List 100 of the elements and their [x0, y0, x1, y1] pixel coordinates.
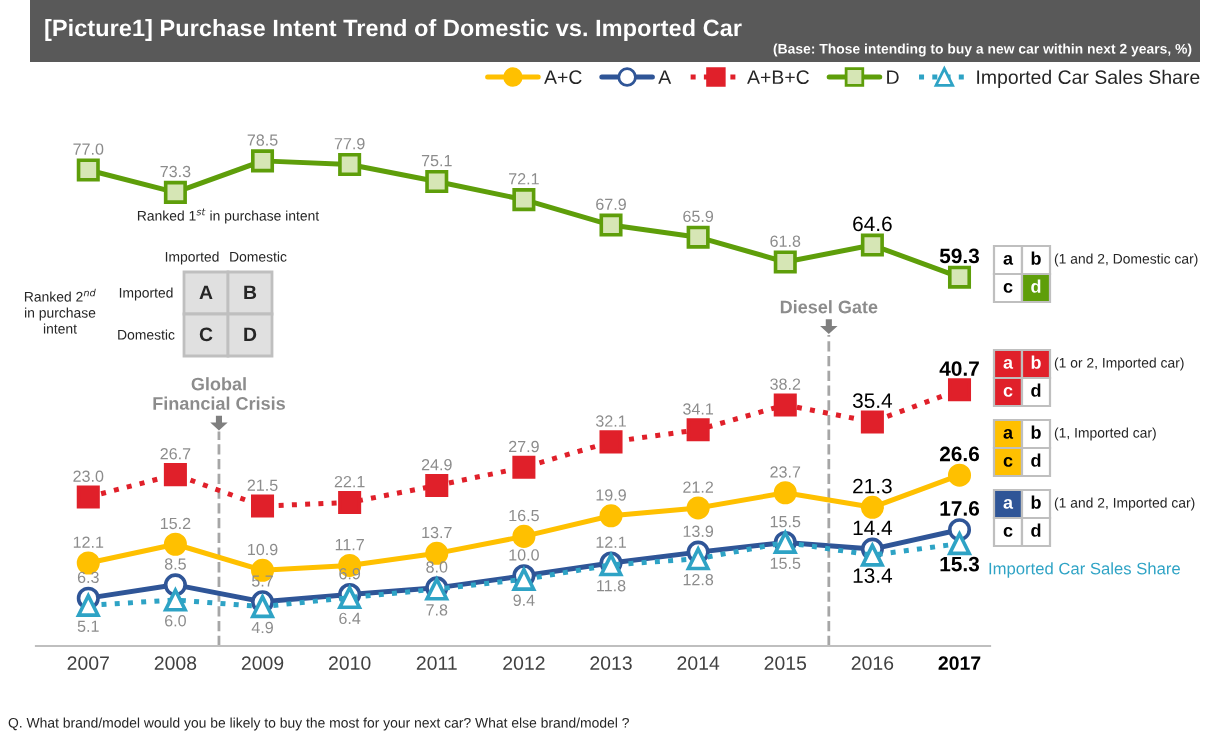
data-label: 24.9 — [421, 458, 452, 471]
data-label: 40.7 — [939, 361, 979, 376]
ref-line-label: Diesel Gate — [780, 300, 878, 314]
point — [686, 225, 710, 249]
text: a — [1003, 254, 1014, 265]
point — [250, 494, 275, 518]
text: a — [1003, 498, 1014, 509]
point — [773, 393, 797, 417]
data-label: 4.9 — [251, 621, 273, 634]
data-label: 6.3 — [77, 571, 99, 584]
x-tick-label: 2013 — [590, 656, 632, 670]
text: c — [1003, 526, 1013, 537]
data-label: 15.3 — [940, 556, 980, 572]
data-label: 8.0 — [426, 561, 448, 573]
data-label: 11.8 — [597, 579, 626, 592]
annotation: B — [244, 285, 257, 300]
point — [773, 481, 797, 505]
data-label: 15.2 — [160, 517, 191, 530]
data-label: 77.9 — [334, 137, 365, 150]
data-label: 61.8 — [770, 235, 801, 247]
point — [163, 180, 187, 204]
data-label: 21.3 — [853, 478, 892, 494]
point — [947, 463, 972, 487]
point — [163, 588, 187, 612]
text: b — [1031, 355, 1041, 369]
text: c — [1003, 386, 1013, 397]
data-label: 17.6 — [940, 501, 980, 516]
x-tick-label: 2015 — [764, 656, 807, 670]
point — [163, 463, 187, 487]
point — [76, 485, 100, 509]
data-label: 72.1 — [509, 173, 539, 185]
data-label: 11.7 — [335, 539, 364, 551]
data-label: 73.3 — [160, 165, 191, 178]
annotation: D — [244, 327, 257, 342]
text: b — [1031, 425, 1041, 439]
point — [425, 473, 449, 498]
text: d — [1031, 383, 1041, 397]
text: a — [1003, 358, 1014, 369]
legend-label: D — [887, 70, 899, 84]
point — [512, 188, 536, 212]
point — [686, 547, 710, 571]
data-label: 6.4 — [339, 612, 361, 625]
legend-label: A+C — [544, 70, 582, 85]
data-label: 67.9 — [596, 198, 626, 210]
text: d — [1031, 523, 1041, 537]
data-label: 7.8 — [426, 604, 448, 616]
text: b — [1031, 251, 1041, 265]
point — [338, 152, 362, 177]
data-label: 77.0 — [73, 143, 104, 155]
data-label: 15.5 — [770, 557, 801, 569]
data-label: 27.9 — [509, 440, 539, 453]
text: c — [1003, 282, 1013, 293]
data-label: 12.1 — [73, 536, 104, 548]
data-label: 22.1 — [334, 475, 365, 488]
data-label: 21.2 — [683, 481, 714, 493]
point — [76, 158, 100, 182]
data-label: 38.2 — [770, 378, 801, 390]
point — [338, 490, 362, 514]
data-label: 23.7 — [770, 466, 801, 478]
legend-label: A+B+C — [747, 70, 809, 85]
data-label: 35.4 — [852, 393, 893, 409]
point — [860, 543, 884, 567]
data-label: 78.5 — [247, 134, 278, 146]
data-label: 26.7 — [160, 448, 191, 460]
x-tick-label: 2017 — [938, 656, 981, 670]
data-label: 5.1 — [77, 620, 99, 632]
data-label: 59.3 — [939, 248, 980, 264]
point — [947, 265, 972, 289]
point — [860, 495, 884, 519]
data-label: 15.5 — [770, 516, 801, 528]
data-label: 10.9 — [248, 543, 278, 556]
ref-line-label: Global Financial Crisis — [153, 377, 285, 410]
legend-label: Imported Car Sales Share — [977, 69, 1200, 88]
point — [860, 410, 884, 434]
data-label: 14.4 — [853, 520, 893, 536]
data-label: 34.1 — [683, 403, 714, 415]
point — [163, 532, 187, 556]
x-tick-label: 2016 — [851, 656, 894, 670]
data-label: 13.4 — [853, 568, 893, 583]
data-label: 12.8 — [683, 573, 714, 586]
x-tick-label: 2007 — [67, 656, 109, 670]
data-label: 13.9 — [683, 525, 714, 537]
point — [773, 250, 797, 274]
x-tick-label: 2008 — [154, 656, 197, 670]
point — [250, 595, 275, 619]
text: c — [1003, 456, 1013, 467]
data-label: 19.9 — [596, 489, 626, 501]
annotation: A — [199, 285, 213, 300]
point — [76, 593, 100, 617]
data-label: 65.9 — [683, 210, 714, 223]
data-label: 32.1 — [595, 415, 626, 427]
data-label: 75.1 — [421, 155, 452, 167]
point — [686, 496, 710, 520]
x-tick-label: 2011 — [416, 656, 457, 670]
data-label: 13.7 — [422, 526, 452, 539]
point — [599, 430, 623, 454]
x-tick-label: 2009 — [241, 656, 284, 670]
text: d — [1031, 453, 1041, 467]
data-label: 10.0 — [509, 549, 539, 561]
point — [512, 455, 536, 479]
